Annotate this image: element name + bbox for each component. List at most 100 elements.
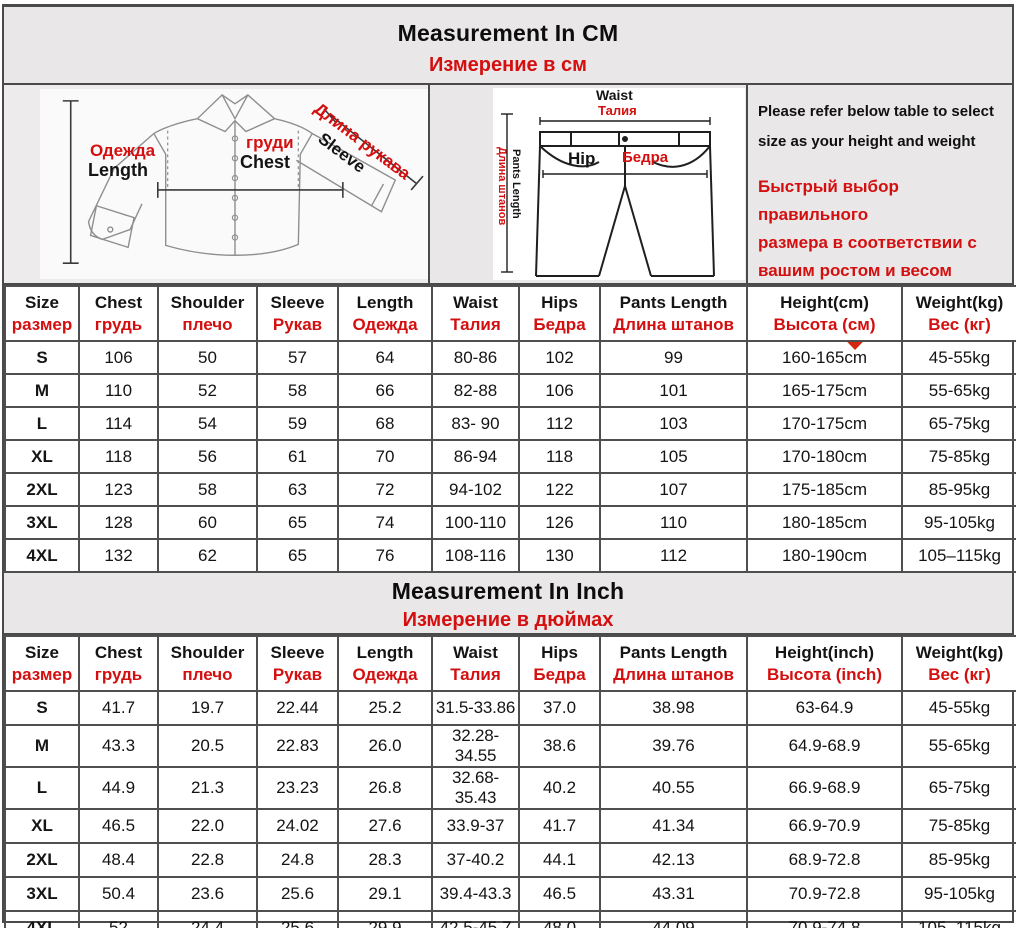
column-header: Hips Бедра <box>518 635 601 692</box>
size-cell: 4XL <box>4 538 80 573</box>
cm-title-en: Measurement In CM <box>397 20 619 46</box>
pants-length-label-ru: Длина штанов <box>496 147 508 226</box>
column-header: Shoulder плечо <box>157 635 258 692</box>
table-row: 3XL 128 60 65 74 100-110 126 110 180-185cm 95-105… <box>4 505 1016 540</box>
size-cell: 3XL <box>4 505 80 540</box>
pants-hip-label-ru: Бедра <box>622 149 669 166</box>
table-cell: 46.5 <box>518 876 601 912</box>
table-cell: 112 <box>518 406 601 441</box>
table-cell: 56 <box>157 439 258 474</box>
column-header: Shoulder плечо <box>157 285 258 342</box>
table-cell: 55-65kg <box>901 373 1016 408</box>
table-cell: 165-175cm <box>746 373 903 408</box>
table-cell: 42.13 <box>599 842 748 878</box>
column-header: Waist Талия <box>431 635 520 692</box>
table-cell: 175-185cm <box>746 472 903 507</box>
note-cell: Please refer below table to select size … <box>748 85 1012 350</box>
table-cell: 65 <box>256 538 339 573</box>
size-cell: M <box>4 724 80 768</box>
table-row: M 43.3 20.5 22.83 26.0 32.28-34.55 38.6 39.76 64… <box>4 724 1016 768</box>
size-cell: XL <box>4 439 80 474</box>
table-cell: 25.6 <box>256 910 339 928</box>
note-en-line2: size as your height and weight <box>758 133 976 150</box>
shirt-chest-label-en: Chest <box>240 152 291 172</box>
table-cell: 22.0 <box>157 808 258 844</box>
table-cell: 60 <box>157 505 258 540</box>
column-header: Weight(kg) Вес (кг) <box>901 285 1016 342</box>
pants-length-label-en: Pants Length <box>510 149 522 219</box>
table-cell: 72 <box>337 472 433 507</box>
table-cell: 41.34 <box>599 808 748 844</box>
table-cell: 64.9-68.9 <box>746 724 903 768</box>
table-cell: 32.68-35.43 <box>431 766 520 810</box>
table-cell: 54 <box>157 406 258 441</box>
table-cell: 43.31 <box>599 876 748 912</box>
pants-waist-label-en: Waist <box>596 87 633 103</box>
table-cell: 62 <box>157 538 258 573</box>
size-cell: 3XL <box>4 876 80 912</box>
table-cell: 86-94 <box>431 439 520 474</box>
size-cell: M <box>4 373 80 408</box>
table-cell: 63-64.9 <box>746 690 903 726</box>
table-cell: 28.3 <box>337 842 433 878</box>
table-row: 3XL 50.4 23.6 25.6 29.1 39.4-43.3 46.5 43.31 70.… <box>4 876 1016 912</box>
cm-title-ru: Измерение в см <box>429 54 587 76</box>
column-header: Chest грудь <box>78 635 159 692</box>
inch-size-table: Size размер Chest грудь Shoulder плечо Sleeve Р… <box>4 635 1016 928</box>
table-cell: 48.0 <box>518 910 601 928</box>
column-header: Height(cm) Высота (см) <box>746 285 903 342</box>
table-cell: 70 <box>337 439 433 474</box>
table-cell: 170-180cm <box>746 439 903 474</box>
table-cell: 39.4-43.3 <box>431 876 520 912</box>
table-cell: 75-85kg <box>901 439 1016 474</box>
table-cell: 40.2 <box>518 766 601 810</box>
diagram-row: Одежда Length груди Chest Длина рукава S… <box>4 85 1012 350</box>
table-cell: 126 <box>518 505 601 540</box>
table-cell: 42.5-45.7 <box>431 910 520 928</box>
shirt-chest-label-ru: груди <box>246 133 294 152</box>
table-cell: 170-175cm <box>746 406 903 441</box>
shirt-length-label-en: Length <box>88 160 148 180</box>
pants-hip-label-en: Hip <box>568 149 596 168</box>
size-cell: 2XL <box>4 472 80 507</box>
column-header: Pants Length Длина штанов <box>599 285 748 342</box>
table-cell: 22.83 <box>256 724 339 768</box>
table-cell: 50 <box>157 340 258 375</box>
table-cell: 39.76 <box>599 724 748 768</box>
table-cell: 114 <box>78 406 159 441</box>
size-cell: XL <box>4 808 80 844</box>
table-cell: 123 <box>78 472 159 507</box>
shirt-length-label-ru: Одежда <box>90 141 156 160</box>
pants-diagram-cell: Waist Талия Hip Бедра Длина штанов Pants… <box>430 85 748 283</box>
table-cell: 22.8 <box>157 842 258 878</box>
table-cell: 95-105kg <box>901 505 1016 540</box>
table-cell: 24.8 <box>256 842 339 878</box>
table-row: M 110 52 58 66 82-88 106 101 165-175cm 55-65kg <box>4 373 1016 408</box>
table-cell: 66 <box>337 373 433 408</box>
table-cell: 24.4 <box>157 910 258 928</box>
table-cell: 40.55 <box>599 766 748 810</box>
column-header: Pants Length Длина штанов <box>599 635 748 692</box>
size-cell: S <box>4 340 80 375</box>
table-cell: 57 <box>256 340 339 375</box>
table-cell: 100-110 <box>431 505 520 540</box>
table-cell: 65 <box>256 505 339 540</box>
column-header: Weight(kg) Вес (кг) <box>901 635 1016 692</box>
note-ru-line1: Быстрый выбор правильного <box>758 177 899 224</box>
inch-title-box: Measurement In Inch Измерение в дюймах <box>4 573 1012 635</box>
size-cell: 4XL <box>4 910 80 928</box>
table-cell: 25.6 <box>256 876 339 912</box>
table-cell: 41.7 <box>518 808 601 844</box>
size-cell: S <box>4 690 80 726</box>
table-cell: 29.1 <box>337 876 433 912</box>
table-cell: 180-185cm <box>746 505 903 540</box>
table-cell: 85-95kg <box>901 842 1016 878</box>
table-cell: 55-65kg <box>901 724 1016 768</box>
pants-panel <box>493 88 745 280</box>
table-cell: 63 <box>256 472 339 507</box>
table-cell: 128 <box>78 505 159 540</box>
table-cell: 58 <box>256 373 339 408</box>
table-cell: 110 <box>599 505 748 540</box>
table-cell: 65-75kg <box>901 406 1016 441</box>
table-cell: 76 <box>337 538 433 573</box>
